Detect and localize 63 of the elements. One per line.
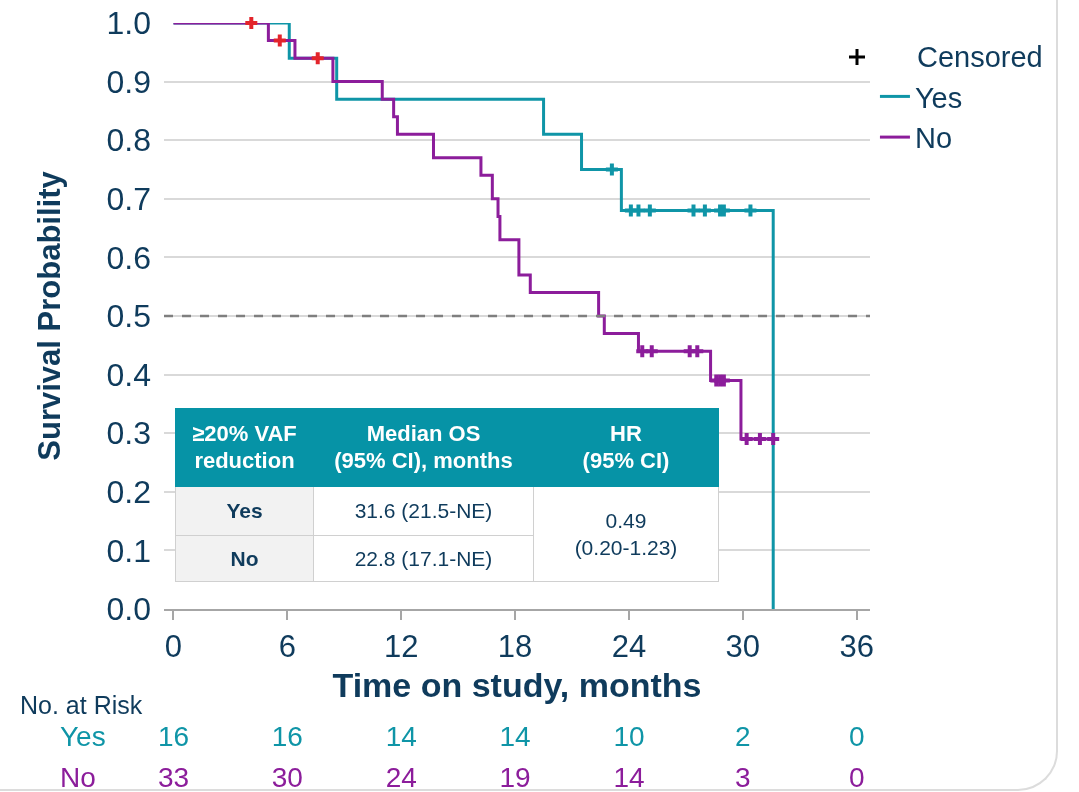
- text: 0: [848, 721, 865, 752]
- point: [687, 204, 700, 217]
- x-tick-label: 6: [278, 629, 296, 665]
- x-tick-label: 0: [164, 629, 183, 665]
- x-tick-label: 36: [839, 629, 874, 665]
- y-tick-label: 0.0: [106, 591, 151, 628]
- y-tick-label: 1.0: [106, 5, 151, 42]
- text: 33: [157, 762, 190, 792]
- point: [691, 345, 704, 358]
- y-tick-label: 0.8: [106, 122, 151, 159]
- x-axis-title: Time on study, months: [332, 666, 702, 704]
- point: [636, 345, 649, 358]
- text: 14: [613, 762, 645, 792]
- annotation: Yes: [175, 486, 314, 536]
- text: 14: [385, 721, 417, 752]
- text: No. at Risk: [20, 690, 143, 719]
- x-tick-label: 18: [497, 629, 533, 665]
- annotation: Median OS (95% CI), months: [313, 408, 534, 487]
- text: 14: [499, 721, 531, 752]
- y-tick-label: 0.2: [106, 474, 151, 510]
- y-tick-label: 0.6: [106, 239, 151, 276]
- text: Yes: [60, 721, 106, 752]
- text: 2: [735, 721, 751, 752]
- y-tick-label: 0.5: [106, 298, 151, 335]
- legend-title: Censored: [917, 41, 1043, 73]
- text: 19: [499, 762, 531, 792]
- y-tick-label: 0.4: [106, 356, 151, 393]
- x-tick-label: 12: [383, 629, 419, 665]
- y-axis-title: Survival Probability: [32, 170, 68, 461]
- annotation: ≥20% VAF reduction: [175, 408, 314, 487]
- y-tick-label: 0.7: [106, 181, 151, 217]
- point: [740, 433, 753, 446]
- text: 3: [735, 762, 751, 792]
- y-tick-label: 0.1: [106, 532, 151, 569]
- point: [698, 204, 711, 217]
- legend-label: No: [914, 122, 953, 155]
- annotation: 22.8 (17.1-NE): [313, 535, 534, 582]
- point: [605, 163, 618, 176]
- point: [632, 204, 645, 217]
- legend-label: Yes: [914, 81, 963, 114]
- point: [753, 433, 766, 446]
- annotation: No: [175, 535, 314, 582]
- point: [767, 433, 780, 446]
- annotation: HR (95% CI): [533, 408, 719, 487]
- text: 30: [271, 762, 303, 792]
- y-tick-label: 0.9: [106, 63, 151, 100]
- annotation: 31.6 (21.5-NE): [313, 486, 534, 536]
- y-tick-label: 0.3: [106, 415, 151, 452]
- point: [245, 17, 258, 29]
- text: No: [60, 762, 96, 792]
- text: 0: [848, 762, 865, 792]
- x-tick-label: 30: [725, 629, 761, 665]
- point: [645, 345, 658, 358]
- point: [643, 204, 656, 217]
- point: [744, 204, 757, 217]
- point: [273, 34, 286, 47]
- text: 16: [271, 721, 303, 752]
- x-tick-label: 24: [611, 629, 647, 665]
- text: 24: [385, 762, 417, 792]
- text: 16: [157, 721, 190, 752]
- annotation: 0.49 (0.20-1.23): [533, 486, 719, 582]
- text: 10: [613, 721, 645, 752]
- point: [311, 52, 324, 65]
